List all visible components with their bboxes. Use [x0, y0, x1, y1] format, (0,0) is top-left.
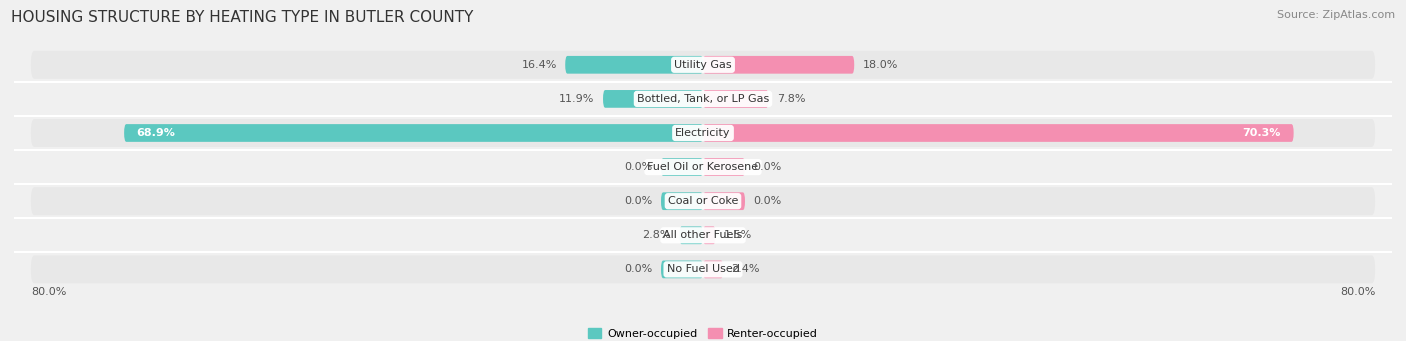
Text: 68.9%: 68.9% — [136, 128, 176, 138]
Text: HOUSING STRUCTURE BY HEATING TYPE IN BUTLER COUNTY: HOUSING STRUCTURE BY HEATING TYPE IN BUT… — [11, 10, 474, 25]
Text: Fuel Oil or Kerosene: Fuel Oil or Kerosene — [647, 162, 759, 172]
Text: Electricity: Electricity — [675, 128, 731, 138]
FancyBboxPatch shape — [703, 158, 745, 176]
FancyBboxPatch shape — [661, 261, 703, 278]
FancyBboxPatch shape — [703, 261, 723, 278]
Text: Utility Gas: Utility Gas — [675, 60, 731, 70]
Text: 16.4%: 16.4% — [522, 60, 557, 70]
FancyBboxPatch shape — [31, 119, 1375, 147]
FancyBboxPatch shape — [31, 221, 1375, 249]
FancyBboxPatch shape — [703, 56, 855, 74]
Text: 0.0%: 0.0% — [624, 264, 652, 275]
Text: Bottled, Tank, or LP Gas: Bottled, Tank, or LP Gas — [637, 94, 769, 104]
Legend: Owner-occupied, Renter-occupied: Owner-occupied, Renter-occupied — [583, 324, 823, 341]
Text: No Fuel Used: No Fuel Used — [666, 264, 740, 275]
Text: 80.0%: 80.0% — [1340, 286, 1375, 297]
Text: All other Fuels: All other Fuels — [664, 230, 742, 240]
FancyBboxPatch shape — [603, 90, 703, 108]
FancyBboxPatch shape — [661, 158, 703, 176]
Text: 0.0%: 0.0% — [624, 196, 652, 206]
FancyBboxPatch shape — [703, 90, 769, 108]
Text: 80.0%: 80.0% — [31, 286, 66, 297]
Text: 0.0%: 0.0% — [754, 162, 782, 172]
Text: 2.4%: 2.4% — [731, 264, 761, 275]
FancyBboxPatch shape — [31, 153, 1375, 181]
FancyBboxPatch shape — [124, 124, 703, 142]
FancyBboxPatch shape — [31, 187, 1375, 215]
Text: 7.8%: 7.8% — [778, 94, 806, 104]
FancyBboxPatch shape — [565, 56, 703, 74]
Text: 0.0%: 0.0% — [754, 196, 782, 206]
FancyBboxPatch shape — [31, 51, 1375, 79]
FancyBboxPatch shape — [661, 192, 703, 210]
Text: Coal or Coke: Coal or Coke — [668, 196, 738, 206]
Text: Source: ZipAtlas.com: Source: ZipAtlas.com — [1277, 10, 1395, 20]
Text: 70.3%: 70.3% — [1243, 128, 1281, 138]
Text: 18.0%: 18.0% — [863, 60, 898, 70]
FancyBboxPatch shape — [703, 124, 1294, 142]
Text: 0.0%: 0.0% — [624, 162, 652, 172]
FancyBboxPatch shape — [703, 192, 745, 210]
Text: 11.9%: 11.9% — [560, 94, 595, 104]
Text: 2.8%: 2.8% — [643, 230, 671, 240]
FancyBboxPatch shape — [31, 255, 1375, 283]
FancyBboxPatch shape — [703, 226, 716, 244]
Text: 1.5%: 1.5% — [724, 230, 752, 240]
FancyBboxPatch shape — [679, 226, 703, 244]
FancyBboxPatch shape — [31, 85, 1375, 113]
